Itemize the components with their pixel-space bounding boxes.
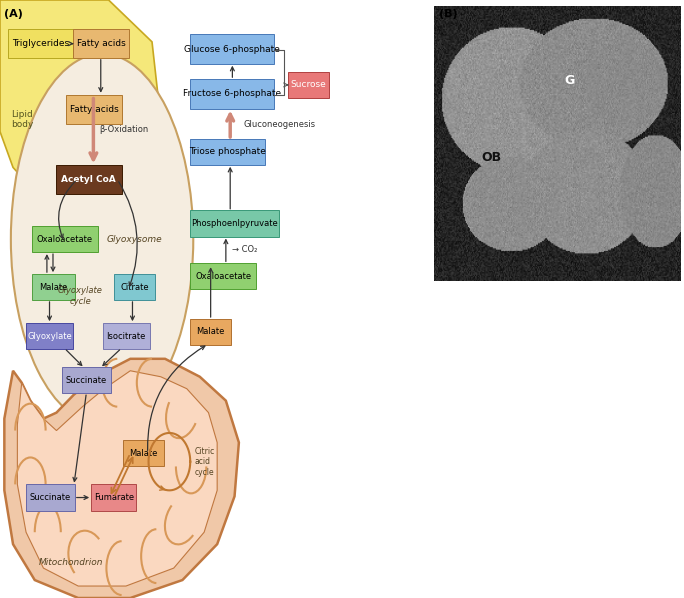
Text: Succinate: Succinate xyxy=(30,493,71,502)
Text: Glucose 6-phosphate: Glucose 6-phosphate xyxy=(184,44,280,54)
Text: Succinate: Succinate xyxy=(66,376,107,385)
Text: Malate: Malate xyxy=(196,327,225,337)
Ellipse shape xyxy=(11,54,194,425)
Text: Fatty acids: Fatty acids xyxy=(77,39,125,48)
Polygon shape xyxy=(0,0,161,203)
Text: Glyoxysome: Glyoxysome xyxy=(107,234,163,244)
FancyBboxPatch shape xyxy=(190,79,274,109)
FancyBboxPatch shape xyxy=(62,367,111,393)
Text: Phosphoenlpyruvate: Phosphoenlpyruvate xyxy=(191,219,278,228)
Text: Glyoxylate: Glyoxylate xyxy=(27,331,72,341)
Text: Sucrose: Sucrose xyxy=(291,80,326,90)
FancyBboxPatch shape xyxy=(103,323,150,349)
FancyBboxPatch shape xyxy=(288,72,329,98)
FancyBboxPatch shape xyxy=(31,274,75,300)
Text: Isocitrate: Isocitrate xyxy=(107,331,146,341)
Text: Fatty acids: Fatty acids xyxy=(70,105,119,114)
Text: Acetyl CoA: Acetyl CoA xyxy=(62,175,116,184)
Text: → CO₂: → CO₂ xyxy=(233,245,258,255)
FancyBboxPatch shape xyxy=(190,319,231,345)
FancyBboxPatch shape xyxy=(190,139,265,165)
FancyBboxPatch shape xyxy=(8,29,73,58)
FancyBboxPatch shape xyxy=(66,95,122,124)
FancyBboxPatch shape xyxy=(26,484,75,511)
Text: Oxaloacetate: Oxaloacetate xyxy=(195,271,251,281)
Text: Citric
acid
cycle: Citric acid cycle xyxy=(194,447,215,477)
FancyBboxPatch shape xyxy=(73,29,129,58)
Text: Malate: Malate xyxy=(129,448,157,458)
Text: Glyoxylate
cycle: Glyoxylate cycle xyxy=(58,286,103,306)
Text: OB: OB xyxy=(481,151,501,164)
Text: Fructose 6-phosphate: Fructose 6-phosphate xyxy=(183,89,281,99)
Text: Mitochondrion: Mitochondrion xyxy=(39,557,103,567)
FancyBboxPatch shape xyxy=(55,165,122,194)
Text: Malate: Malate xyxy=(39,282,68,292)
FancyBboxPatch shape xyxy=(190,263,256,289)
FancyBboxPatch shape xyxy=(26,323,73,349)
FancyBboxPatch shape xyxy=(31,226,98,252)
Text: Citrate: Citrate xyxy=(120,282,149,292)
Text: Fumarate: Fumarate xyxy=(94,493,134,502)
Text: (B): (B) xyxy=(439,9,458,19)
FancyBboxPatch shape xyxy=(114,274,155,300)
Text: Gluconeogenesis: Gluconeogenesis xyxy=(244,120,315,129)
Polygon shape xyxy=(4,359,239,598)
Text: Triose phosphate: Triose phosphate xyxy=(189,147,266,157)
FancyBboxPatch shape xyxy=(190,210,279,237)
FancyBboxPatch shape xyxy=(91,484,136,511)
Polygon shape xyxy=(17,371,218,586)
Text: Oxaloacetate: Oxaloacetate xyxy=(37,234,93,244)
Text: (A): (A) xyxy=(4,9,23,19)
Text: Triglycerides: Triglycerides xyxy=(12,39,68,48)
Text: G: G xyxy=(565,74,575,87)
Text: Lipid
body: Lipid body xyxy=(11,110,34,129)
FancyBboxPatch shape xyxy=(123,440,163,466)
FancyBboxPatch shape xyxy=(190,34,274,64)
Text: β-Oxidation: β-Oxidation xyxy=(99,125,148,135)
